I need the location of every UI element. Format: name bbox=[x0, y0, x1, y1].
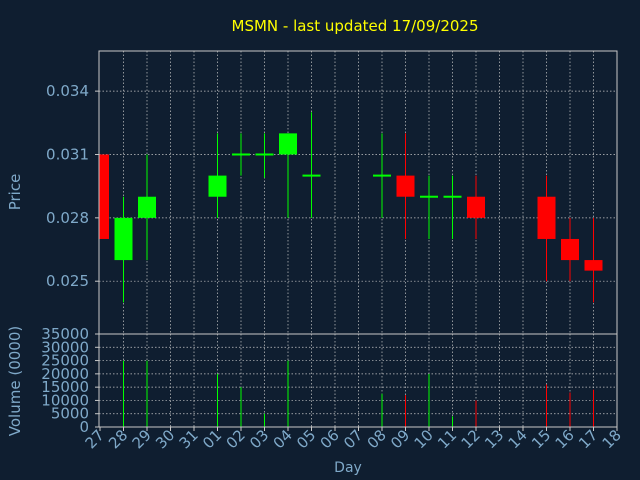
volume-ytick-label: 15000 bbox=[41, 378, 89, 396]
x-tick-label: 28 bbox=[105, 426, 131, 452]
x-tick-label: 29 bbox=[129, 426, 155, 452]
x-tick-label: 18 bbox=[599, 426, 625, 452]
volume-grid bbox=[99, 334, 617, 427]
volume-ytick-label: 5000 bbox=[51, 405, 89, 423]
x-tick-label: 31 bbox=[176, 426, 202, 452]
candle-body bbox=[138, 196, 156, 218]
candle-body bbox=[467, 196, 485, 218]
candle-12 bbox=[467, 175, 485, 239]
candle-body bbox=[373, 174, 391, 177]
x-ticks: 2728293031010203040506070809101112131415… bbox=[82, 426, 625, 452]
candle-body bbox=[232, 153, 250, 156]
candle-03 bbox=[255, 133, 274, 178]
x-tick-label: 30 bbox=[152, 426, 178, 452]
candle-body bbox=[584, 260, 603, 271]
candle-28 bbox=[114, 196, 133, 303]
candle-body bbox=[537, 196, 556, 239]
candle-08 bbox=[373, 133, 391, 218]
candle-body bbox=[561, 238, 579, 261]
volume-bars bbox=[123, 360, 594, 427]
candle-body bbox=[114, 217, 133, 261]
volume-ytick-label: 25000 bbox=[41, 352, 89, 370]
candle-body bbox=[255, 153, 274, 156]
candle-body bbox=[420, 195, 438, 198]
chart-title: MSMN - last updated 17/09/2025 bbox=[232, 17, 479, 35]
price-ytick-label: 0.028 bbox=[46, 209, 89, 227]
price-candles bbox=[99, 112, 603, 303]
candle-04 bbox=[279, 133, 297, 218]
candle-01 bbox=[208, 133, 227, 218]
price-grid bbox=[99, 51, 617, 334]
candle-15 bbox=[537, 175, 556, 282]
x-tick-label: 13 bbox=[481, 426, 507, 452]
x-tick-label: 04 bbox=[270, 426, 296, 452]
x-tick-label: 15 bbox=[528, 426, 554, 452]
x-tick-label: 06 bbox=[317, 426, 343, 452]
candle-27 bbox=[99, 154, 109, 239]
candle-body bbox=[279, 133, 297, 155]
x-tick-label: 10 bbox=[411, 426, 437, 452]
candle-body bbox=[99, 154, 109, 239]
x-tick-label: 16 bbox=[552, 426, 578, 452]
price-axis-label: Price bbox=[6, 174, 24, 211]
x-tick-label: 02 bbox=[223, 426, 249, 452]
volume-ytick-label: 10000 bbox=[41, 391, 89, 409]
x-tick-label: 05 bbox=[293, 426, 319, 452]
volume-ytick-label: 35000 bbox=[41, 325, 89, 343]
candle-02 bbox=[232, 133, 250, 176]
x-tick-label: 09 bbox=[387, 426, 413, 452]
x-tick-label: 17 bbox=[575, 426, 601, 452]
x-tick-label: 14 bbox=[505, 426, 531, 452]
x-tick-label: 11 bbox=[434, 426, 460, 452]
price-ytick-label: 0.034 bbox=[46, 82, 89, 100]
x-tick-label: 07 bbox=[340, 426, 366, 452]
candle-05 bbox=[302, 112, 321, 218]
volume-ytick-label: 20000 bbox=[41, 365, 89, 383]
candle-body bbox=[302, 174, 321, 177]
x-tick-label: 03 bbox=[246, 426, 272, 452]
x-tick-label: 01 bbox=[199, 426, 225, 452]
price-yticks: 0.025 0.028 0.031 0.034 bbox=[46, 82, 99, 290]
x-axis-label: Day bbox=[334, 460, 362, 476]
candle-body bbox=[208, 175, 227, 197]
x-tick-label: 08 bbox=[364, 426, 390, 452]
candle-11 bbox=[443, 175, 462, 239]
price-frame bbox=[98, 50, 618, 335]
price-ytick-label: 0.031 bbox=[46, 145, 89, 163]
candle-09 bbox=[396, 133, 415, 239]
candle-17 bbox=[584, 217, 603, 303]
candle-16 bbox=[561, 217, 579, 282]
candle-10 bbox=[420, 175, 438, 239]
volume-axis-label: Volume (0000) bbox=[6, 326, 24, 436]
price-ytick-label: 0.025 bbox=[46, 272, 89, 290]
volume-ytick-label: 30000 bbox=[41, 338, 89, 356]
candle-29 bbox=[138, 154, 156, 261]
candle-body bbox=[396, 175, 415, 197]
volume-frame bbox=[98, 333, 618, 428]
x-tick-label: 12 bbox=[458, 426, 484, 452]
volume-ytick-label: 0 bbox=[79, 418, 89, 436]
candle-body bbox=[443, 195, 462, 198]
